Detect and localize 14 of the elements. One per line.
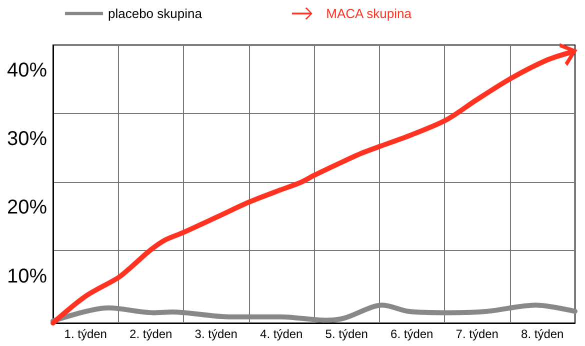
x-tick-label: 1. týden	[64, 327, 107, 341]
x-tick-label: 4. týden	[260, 327, 303, 341]
x-tick-label: 7. týden	[456, 327, 498, 341]
x-tick-label: 2. týden	[130, 327, 172, 341]
x-tick-label: 5. týden	[325, 327, 368, 341]
y-tick-label: 40%	[6, 59, 48, 82]
legend-label: placebo skupina	[108, 6, 203, 21]
legend-label: MACA skupina	[326, 6, 412, 21]
y-tick-label: 20%	[6, 196, 48, 219]
y-tick-label: 30%	[6, 128, 48, 150]
x-tick-label: 3. týden	[194, 327, 238, 341]
x-tick-label: 8. týden	[521, 327, 564, 341]
y-tick-label: 10%	[6, 265, 48, 288]
x-tick-label: 6. týden	[390, 327, 434, 341]
